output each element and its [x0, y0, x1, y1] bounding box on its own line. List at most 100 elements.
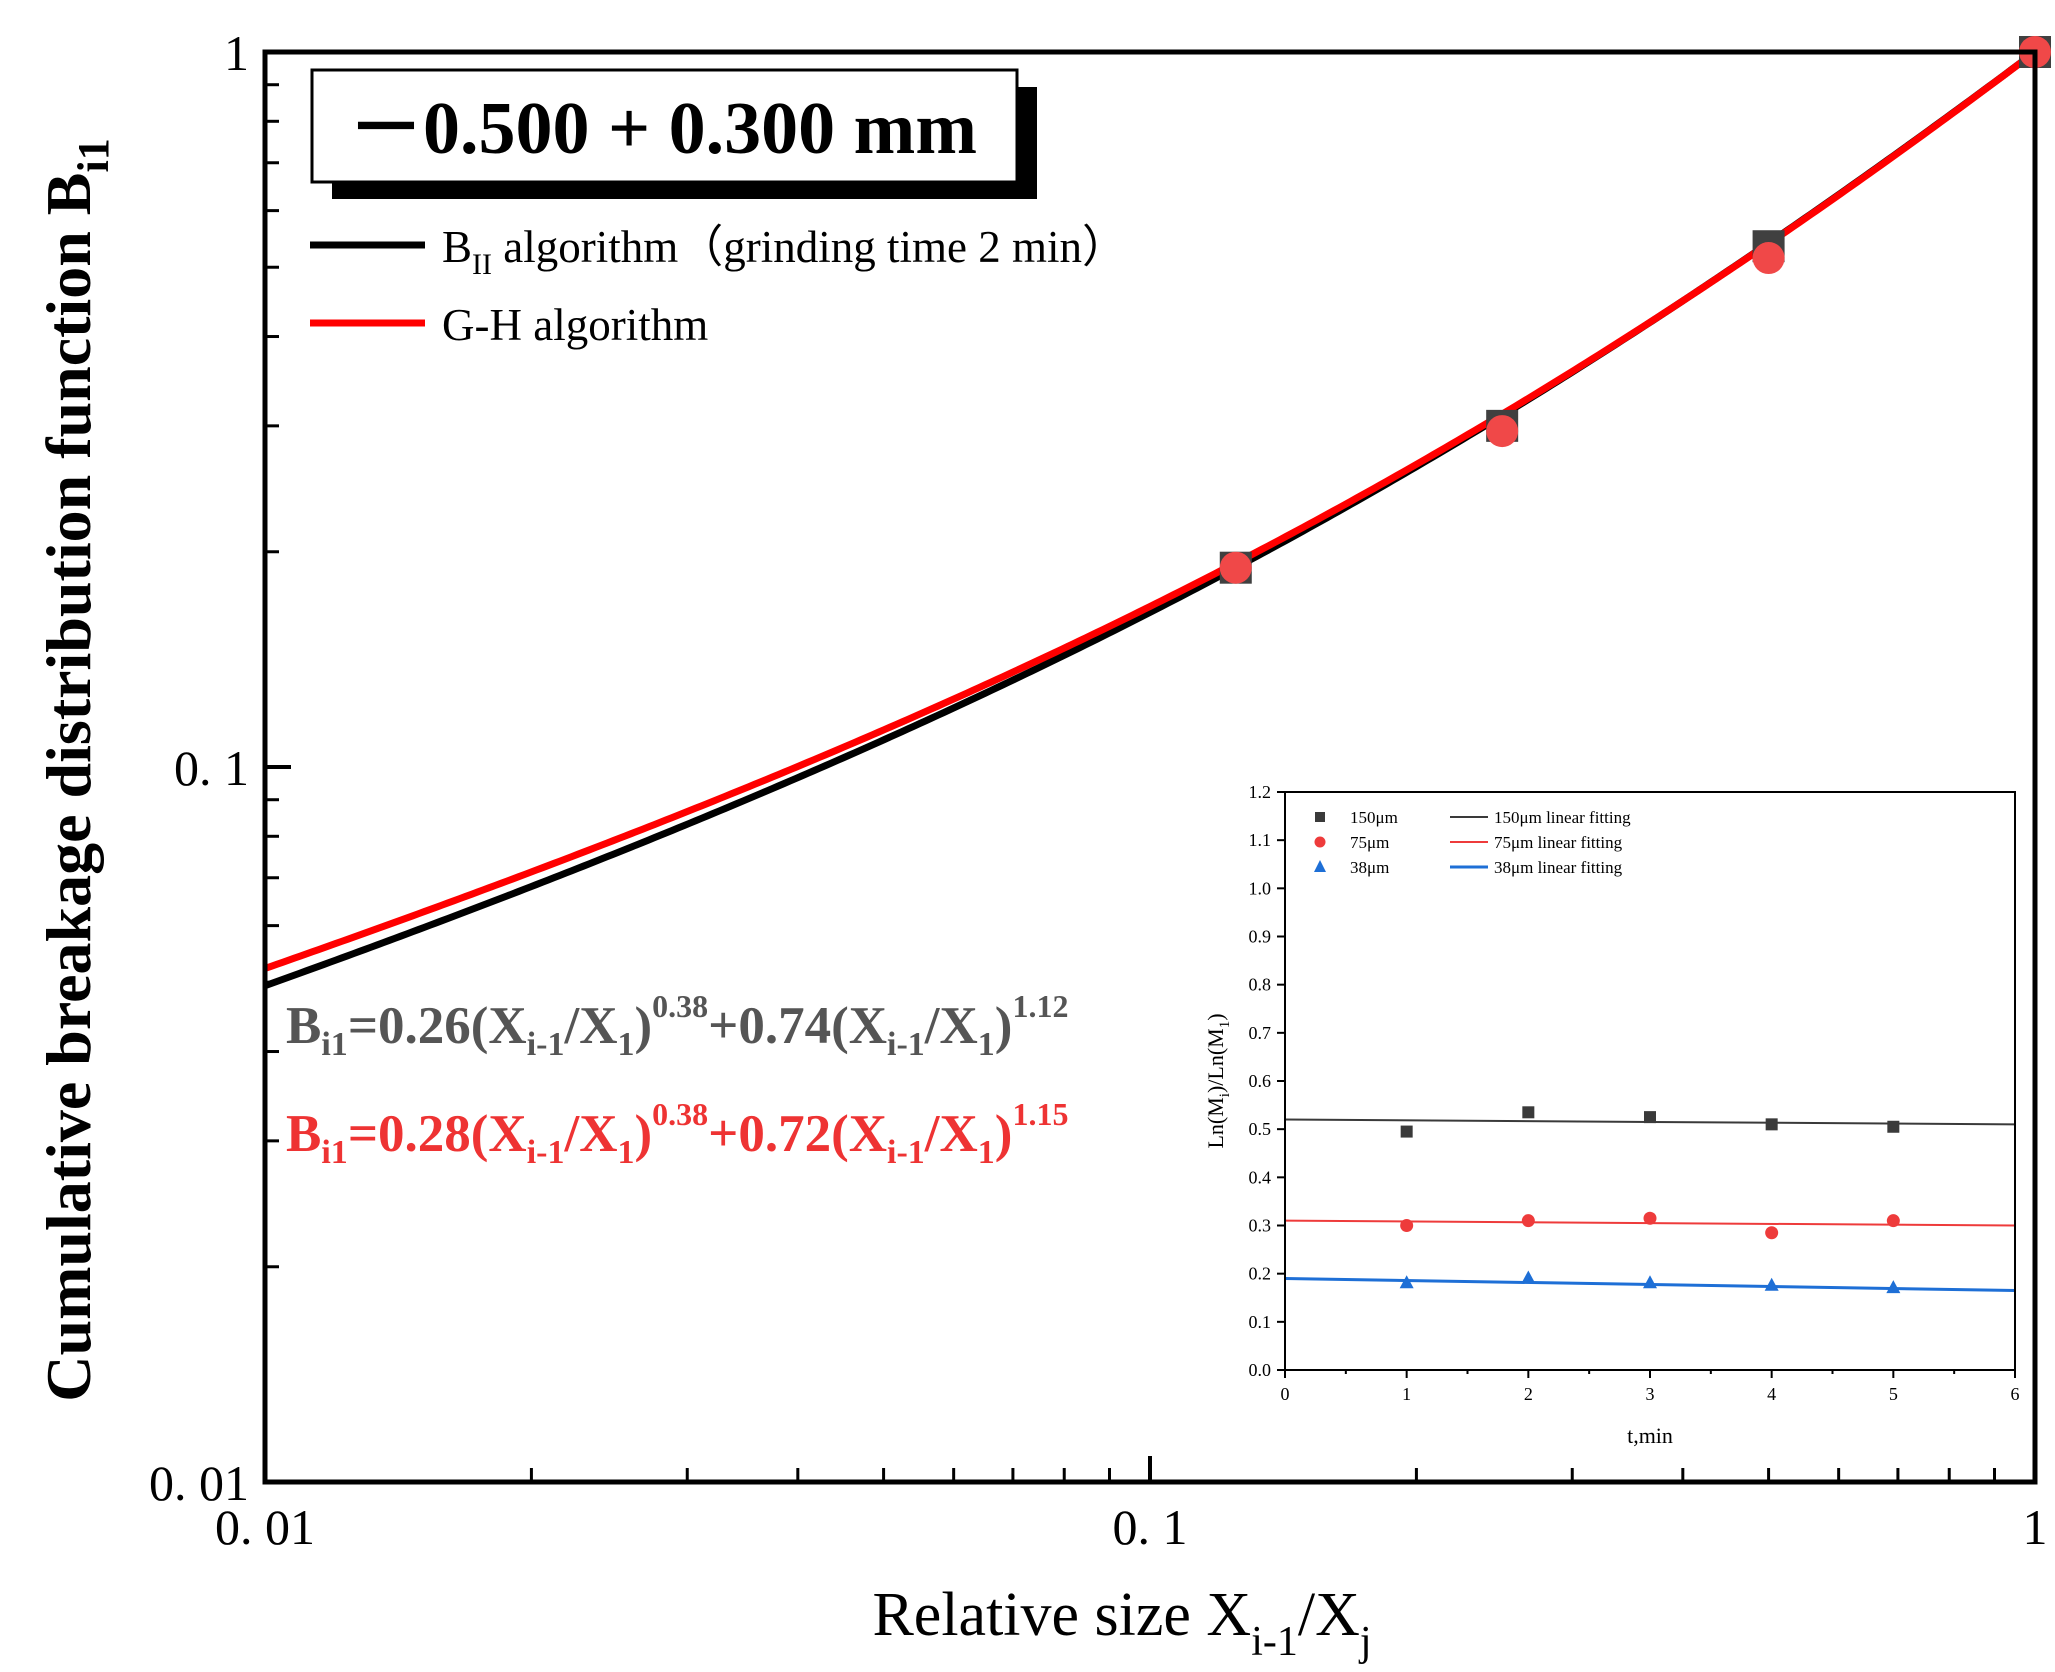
eq-bii-s1: i-1 [526, 1026, 565, 1063]
inset-y-tick-label: 0.9 [1249, 927, 1272, 947]
inset-y-tick-label: 0.7 [1249, 1023, 1272, 1043]
inset-point-38 [1886, 1280, 1901, 1294]
inset-legend-label: 150μm [1350, 808, 1398, 827]
x-axis-title-a: Relative size X [872, 1581, 1251, 1649]
inset-y-tick-label: 0.2 [1249, 1264, 1272, 1284]
inset-legend-fit-label: 75μm linear fitting [1494, 833, 1623, 852]
inset-y-tick-label: 0.4 [1249, 1167, 1272, 1187]
eq-gh-s1: i-1 [526, 1134, 565, 1171]
inset-point-38 [1764, 1277, 1779, 1291]
legend-bii-rest: algorithm（grinding time 2 min） [492, 222, 1127, 272]
y-tick-label: 0. 01 [149, 1455, 249, 1511]
inset-point-150 [1644, 1111, 1656, 1124]
inset-markers [1399, 1106, 1901, 1294]
eq-bii-s2: 1 [617, 1026, 635, 1063]
inset-y-title-sub2: 1 [1217, 1021, 1233, 1029]
eq-gh-e2: 1.15 [1012, 1096, 1069, 1132]
eq-bii-m1: /X [564, 997, 618, 1055]
inset-x-tick-label: 2 [1524, 1384, 1533, 1404]
main-curves [263, 49, 2038, 990]
inset-point-75 [1400, 1219, 1414, 1232]
inset-point-75 [1765, 1226, 1779, 1240]
x-axis-title-sub1: i-1 [1251, 1619, 1298, 1665]
inset-point-75 [1521, 1214, 1535, 1228]
eq-gh-s3: i-1 [887, 1134, 925, 1171]
eq-bii-m2: /X [924, 997, 978, 1055]
eq-bii-lhs: B [286, 997, 322, 1055]
inset-y-title: Ln(Mi)/Ln(M1) [1203, 1013, 1233, 1148]
eq-gh-m2: /X [924, 1105, 978, 1163]
eq-gh-c1: =0.28(X [347, 1105, 527, 1163]
inset-point-38 [1643, 1275, 1657, 1289]
main-ticks: 0. 01 0. 1 1 0. 01 0. 1 1 [149, 25, 2048, 1555]
y-tick-label: 1 [224, 25, 249, 81]
inset-legend: 150μm 150μm linear fitting 75μm 75μm linear… [1314, 808, 1631, 877]
eq-gh-m1: /X [564, 1105, 618, 1163]
eq-bii-e1: 0.38 [652, 988, 709, 1024]
inset-legend-fit-label: 38μm linear fitting [1494, 858, 1623, 877]
inset-y-tick-label: 0.6 [1249, 1071, 1272, 1091]
inset-point-75 [1886, 1214, 1900, 1228]
inset-point-150 [1765, 1118, 1778, 1131]
eq-gh-e1: 0.38 [652, 1096, 709, 1132]
gh-data-point [1486, 415, 1519, 448]
inset-x-tick-label: 6 [2011, 1384, 2020, 1404]
inset-y-title-b: )/Ln(M [1203, 1028, 1228, 1093]
y-axis-title-sub: i1 [69, 138, 118, 172]
inset-background [1285, 792, 2015, 1370]
x-axis-title: Relative size Xi-1/Xj [872, 1581, 1371, 1665]
size-label-box [310, 68, 1019, 184]
inset-y-tick-label: 0.3 [1249, 1216, 1272, 1236]
inset-y-tick-label: 1.2 [1249, 782, 1272, 802]
inset-legend-square [1315, 812, 1325, 822]
eq-bii-lhs-sub: i1 [321, 1026, 348, 1063]
y-axis-title: Cumulative breakage distribution functio… [33, 138, 118, 1401]
inset-y-tick-label: 0.5 [1249, 1119, 1272, 1139]
y-tick-label: 0. 1 [174, 740, 249, 796]
inset-point-150 [1887, 1120, 1900, 1133]
eq-bii-e2: 1.12 [1012, 988, 1069, 1024]
x-tick-label: 1 [2023, 1499, 2048, 1555]
inset-y-tick-label: 0.8 [1249, 975, 1272, 995]
inset-point-38 [1521, 1270, 1536, 1284]
inset-y-title-c: ) [1203, 1013, 1228, 1020]
eq-gh-c2: +0.72(X [708, 1105, 887, 1163]
inset-x-tick-label: 1 [1402, 1384, 1411, 1404]
legend-bii-sub: II [472, 248, 492, 281]
x-tick-label: 0. 1 [1113, 1499, 1188, 1555]
equation-gh: Bi1=0.28(Xi-1/X1)0.38+0.72(Xi-1/X1)1.15 [286, 1098, 1068, 1170]
eq-gh-p1: ) [634, 1105, 653, 1163]
gh-data-point [1752, 242, 1785, 275]
eq-gh-s2: 1 [617, 1134, 635, 1171]
legend-gh-label: G-H algorithm [442, 300, 708, 350]
inset-x-tick-label: 0 [1281, 1384, 1290, 1404]
gh-data-point [1219, 551, 1252, 584]
legend-bii-label: BII algorithm（grinding time 2 min） [442, 222, 1127, 281]
inset-y-tick-label: 0.1 [1249, 1312, 1272, 1332]
inset-point-150 [1522, 1106, 1535, 1119]
inset-legend-label: 75μm [1350, 833, 1389, 852]
main-legend: BII algorithm（grinding time 2 min） G-H a… [310, 222, 1127, 350]
eq-bii-c1: =0.26(X [347, 997, 527, 1055]
eq-bii-s4: 1 [977, 1026, 995, 1063]
inset-y-tick-label: 0.0 [1249, 1360, 1272, 1380]
eq-gh-lhs-sub: i1 [321, 1134, 348, 1171]
inset-y-tick-label: 1.1 [1249, 830, 1272, 850]
eq-bii-p2: ) [994, 997, 1013, 1055]
inset-y-title-sub1: i [1217, 1093, 1233, 1097]
gh-curve [263, 49, 2038, 972]
legend-bii-b: B [442, 222, 472, 272]
inset-y-title-a: Ln(M [1203, 1097, 1228, 1148]
eq-gh-p2: ) [994, 1105, 1013, 1163]
eq-bii-c2: +0.74(X [708, 997, 887, 1055]
inset-x-title: t,min [1627, 1423, 1673, 1448]
x-axis-title-sub2: j [1358, 1619, 1372, 1665]
inset-legend-circle [1314, 836, 1326, 848]
inset-point-150 [1400, 1125, 1413, 1138]
inset-point-75 [1643, 1211, 1657, 1225]
inset-legend-triangle [1314, 860, 1326, 872]
inset-ticks: 0 1 2 3 4 5 6 0.0 0.1 0.2 0.3 0.4 0.5 0.6 0.7 0.8 0.9 1.0… [1249, 782, 2020, 1404]
eq-gh-lhs: B [286, 1105, 322, 1163]
eq-bii-p1: ) [634, 997, 653, 1055]
